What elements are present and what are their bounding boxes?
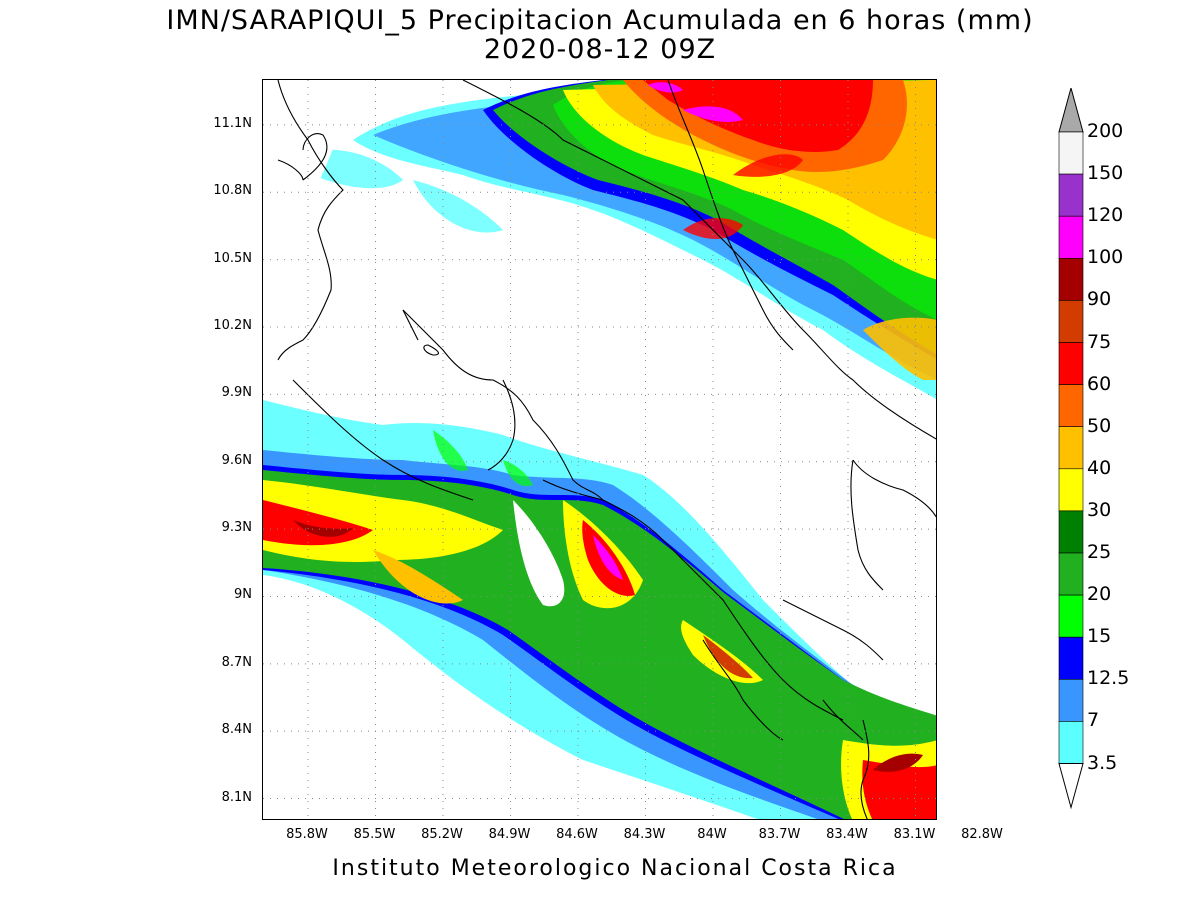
legend-color-swatch bbox=[1058, 384, 1084, 428]
legend-color-swatch bbox=[1058, 594, 1084, 638]
lat-tick-label: 10.5N bbox=[213, 250, 252, 266]
legend-level-label: 200 bbox=[1087, 120, 1124, 142]
legend-color-swatch bbox=[1058, 300, 1084, 343]
legend-level-label: 50 bbox=[1087, 414, 1112, 437]
legend-color-swatch bbox=[1058, 552, 1084, 596]
legend-color-swatch bbox=[1058, 173, 1084, 217]
lon-tick-label: 83.7W bbox=[758, 827, 801, 842]
legend-color-swatch bbox=[1058, 721, 1084, 764]
lon-tick-label: 84.9W bbox=[488, 827, 531, 842]
legend-color-swatch bbox=[1058, 342, 1084, 385]
legend-level-label: 15 bbox=[1087, 625, 1112, 648]
lon-tick-label: 83.1W bbox=[893, 827, 936, 842]
legend-level-label: 100 bbox=[1087, 246, 1124, 269]
legend-level-label: 3.5 bbox=[1087, 751, 1118, 774]
lat-tick-label: 10.8N bbox=[213, 183, 252, 199]
legend-level-label: 30 bbox=[1087, 498, 1112, 521]
lat-tick-label: 9.9N bbox=[221, 385, 252, 401]
precipitation-map bbox=[262, 79, 937, 820]
legend-color-swatch bbox=[1058, 636, 1084, 680]
legend-level-label: 60 bbox=[1087, 372, 1112, 395]
lon-tick-label: 84.3W bbox=[623, 827, 666, 842]
lon-tick-label: 82.8W bbox=[961, 827, 1003, 842]
legend-level-label: 7 bbox=[1087, 709, 1100, 732]
lat-tick-label: 11.1N bbox=[213, 115, 252, 131]
lon-tick-label: 85.5W bbox=[353, 827, 396, 842]
legend-level-label: 150 bbox=[1087, 162, 1124, 185]
legend-color-swatch bbox=[1058, 215, 1084, 259]
lon-tick-label: 84W bbox=[697, 827, 727, 842]
rain-field-caribbean bbox=[283, 80, 936, 399]
legend-max-arrow bbox=[1058, 86, 1084, 133]
legend-level-label: 90 bbox=[1087, 288, 1112, 311]
color-legend bbox=[1055, 86, 1185, 818]
rain-field-dry-interior bbox=[263, 80, 883, 607]
lon-tick-label: 85.8W bbox=[286, 827, 328, 842]
map-title: IMN/SARAPIQUI_5 Precipitacion Acumulada … bbox=[166, 5, 1034, 36]
legend-color-swatch bbox=[1058, 678, 1084, 722]
lat-tick-label: 9N bbox=[234, 587, 252, 603]
lat-tick-label: 8.1N bbox=[221, 789, 252, 805]
legend-level-label: 120 bbox=[1087, 204, 1124, 227]
legend-level-label: 20 bbox=[1087, 583, 1112, 606]
legend-level-label: 75 bbox=[1087, 330, 1112, 353]
footer-credit: Instituto Meteorologico Nacional Costa R… bbox=[332, 856, 898, 881]
legend-level-label: 12.5 bbox=[1087, 667, 1130, 690]
legend-colorbar bbox=[1058, 86, 1084, 810]
lat-tick-label: 8.7N bbox=[221, 654, 252, 670]
legend-level-label: 40 bbox=[1087, 456, 1112, 479]
lon-tick-label: 85.2W bbox=[421, 827, 463, 842]
legend-color-swatch bbox=[1058, 510, 1084, 554]
lat-tick-label: 9.3N bbox=[221, 520, 252, 536]
lat-tick-label: 10.2N bbox=[213, 318, 252, 333]
rain-field-pacific bbox=[263, 400, 936, 819]
lon-tick-label: 83.4W bbox=[826, 827, 868, 842]
lat-tick-label: 9.6N bbox=[221, 452, 252, 468]
lon-tick-label: 84.6W bbox=[556, 827, 598, 842]
map-subtitle-datetime: 2020-08-12 09Z bbox=[483, 34, 717, 65]
precipitation-map-svg bbox=[263, 80, 936, 819]
legend-level-label: 25 bbox=[1087, 541, 1112, 563]
legend-color-swatch bbox=[1058, 258, 1084, 301]
legend-color-swatch bbox=[1058, 426, 1084, 470]
lat-tick-label: 8.4N bbox=[221, 722, 252, 738]
coastlines-and-borders bbox=[277, 80, 936, 819]
legend-color-swatch bbox=[1058, 468, 1084, 512]
legend-min-arrow bbox=[1058, 763, 1084, 810]
legend-color-swatch bbox=[1058, 131, 1084, 175]
lat-lon-grid bbox=[263, 80, 936, 819]
